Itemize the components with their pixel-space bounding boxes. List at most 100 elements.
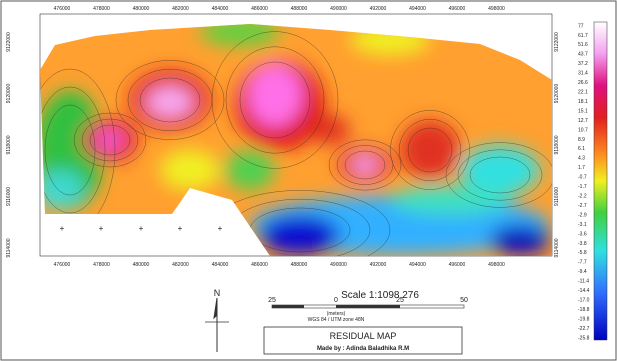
- x-coordinate-label: 482000: [172, 6, 189, 12]
- y-coordinate-label: 9118000: [6, 135, 12, 154]
- x-coordinate-label: 476000: [54, 6, 71, 12]
- legend-label: -25.8: [578, 335, 590, 341]
- anomaly-blob: [310, 115, 350, 145]
- y-coordinate-label: 9120000: [6, 84, 12, 104]
- anomaly-blob: [40, 170, 85, 210]
- x-coordinate-label: 488000: [291, 6, 308, 12]
- x-coordinate-label: 480000: [133, 6, 150, 12]
- scale-bar: [271, 304, 465, 309]
- map-title: RESIDUAL MAP: [330, 331, 397, 341]
- y-coordinate-label: 9122000: [6, 32, 12, 52]
- contour-line: [225, 46, 325, 154]
- contour-line: [89, 124, 131, 156]
- x-coordinate-label: 498000: [488, 6, 505, 12]
- contour-line: [211, 31, 339, 169]
- anomaly-blob: [351, 155, 379, 175]
- legend-label: -22.7: [578, 326, 590, 332]
- x-coordinate-label: 490000: [330, 262, 347, 268]
- anomaly-blob: [400, 120, 460, 180]
- scale-tick-label: 0: [334, 297, 338, 304]
- contour-line: [407, 127, 453, 173]
- contour-line: [40, 86, 106, 214]
- y-coordinate-label: 9120000: [554, 84, 560, 104]
- legend-label: -3.6: [578, 231, 587, 237]
- legend-label: -0.7: [578, 175, 587, 181]
- x-coordinate-label: 486000: [251, 6, 268, 12]
- legend-label: 6.1: [578, 146, 585, 152]
- color-bar: [593, 21, 608, 341]
- title-box: [263, 326, 463, 355]
- x-coordinate-label: 492000: [370, 262, 387, 268]
- anomaly-blob: [96, 130, 124, 150]
- legend-label: 37.2: [578, 61, 588, 67]
- x-coordinate-label: 492000: [370, 6, 387, 12]
- grid-cross: +: [178, 224, 183, 233]
- contour-line: [239, 61, 311, 139]
- scale-crs: WGS 84 / UTM zone 48N: [308, 317, 365, 323]
- x-coordinate-label: 488000: [291, 262, 308, 268]
- grid-cross: +: [139, 224, 144, 233]
- legend-label: 51.6: [578, 42, 588, 48]
- contour-line: [445, 142, 552, 208]
- x-coordinate-label: 484000: [212, 6, 229, 12]
- x-coordinate-label: 486000: [251, 262, 268, 268]
- y-coordinate-label: 9122000: [554, 32, 560, 52]
- legend-label: 61.7: [578, 33, 588, 39]
- legend-label: 22.1: [578, 90, 588, 96]
- contour-line: [344, 150, 386, 180]
- legend-label: 31.4: [578, 71, 588, 77]
- y-coordinate-label: 9114000: [554, 238, 560, 257]
- legend-label: 8.9: [578, 137, 585, 143]
- legend-label: -14.4: [578, 288, 590, 294]
- anomaly-blob: [460, 145, 540, 195]
- scale-title: Scale 1:1098.276: [341, 290, 419, 301]
- x-coordinate-label: 478000: [93, 6, 110, 12]
- legend-label: -9.4: [578, 269, 587, 275]
- legend-label: 18.1: [578, 99, 588, 105]
- y-coordinate-label: 9116000: [554, 187, 560, 206]
- x-coordinate-label: 482000: [172, 262, 189, 268]
- legend-label: -18.8: [578, 307, 590, 313]
- anomaly-blob: [146, 86, 194, 118]
- x-coordinate-label: 496000: [449, 262, 466, 268]
- legend-label: -3.8: [578, 241, 587, 247]
- contour-line: [457, 149, 543, 201]
- legend-label: -3.1: [578, 222, 587, 228]
- anomaly-blob: [490, 225, 550, 255]
- legend-label: -2.2: [578, 194, 587, 200]
- legend-label: -7.7: [578, 260, 587, 266]
- legend-label: -1.7: [578, 184, 587, 190]
- contour-line: [469, 156, 531, 194]
- contour-line: [336, 145, 394, 185]
- legend-label: 1.7: [578, 165, 585, 171]
- contour-line: [398, 118, 462, 182]
- legend-label: -5.8: [578, 250, 587, 256]
- scale-tick-label: 25: [396, 297, 404, 304]
- x-coordinate-label: 494000: [409, 6, 426, 12]
- anomaly-blob: [225, 150, 275, 190]
- legend-label: 77: [578, 23, 584, 29]
- legend-label: -2.7: [578, 203, 587, 209]
- x-coordinate-label: 478000: [93, 262, 110, 268]
- x-coordinate-label: 476000: [54, 262, 71, 268]
- y-coordinate-label: 9114000: [6, 238, 12, 257]
- grid-cross: +: [99, 224, 104, 233]
- contour-line: [328, 139, 402, 191]
- legend-label: 10.7: [578, 127, 588, 133]
- anomaly-blob: [260, 215, 340, 255]
- contour-line: [139, 77, 201, 123]
- anomaly-blob: [390, 185, 510, 215]
- x-coordinate-label: 494000: [409, 262, 426, 268]
- x-coordinate-label: 480000: [133, 262, 150, 268]
- anomaly-blob: [160, 150, 220, 190]
- x-coordinate-label: 496000: [449, 6, 466, 12]
- grid-cross: +: [60, 224, 65, 233]
- legend-label: 26.6: [578, 80, 588, 86]
- contour-line: [390, 110, 470, 190]
- north-arrow: [205, 297, 229, 352]
- scale-tick-label: 50: [460, 297, 468, 304]
- grid-cross: +: [218, 224, 223, 233]
- scale-unit: (meters): [327, 311, 346, 317]
